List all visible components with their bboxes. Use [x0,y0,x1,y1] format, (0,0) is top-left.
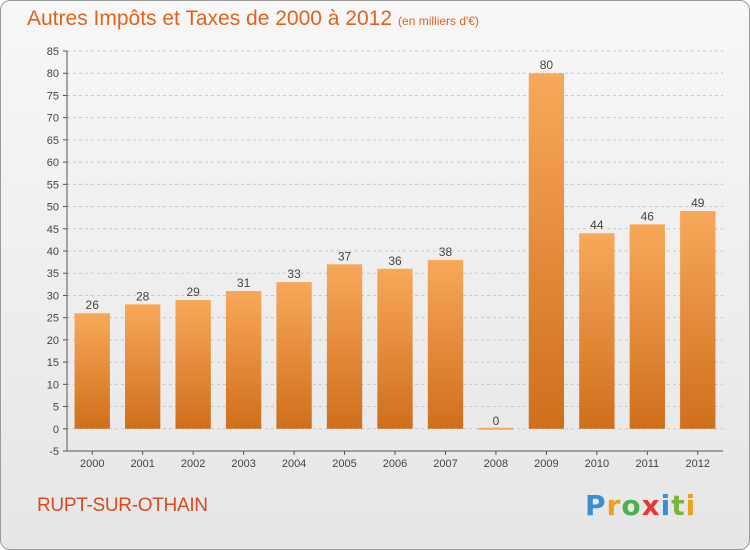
brand-letter: r [606,489,622,522]
data-label: 28 [136,289,150,303]
x-tick-label: 2006 [383,458,407,470]
y-tick-label: -5 [49,446,59,458]
chart-title-text: Autres Impôts et Taxes de 2000 à 2012 [27,7,393,30]
y-tick-label: 80 [47,68,59,80]
y-tick-label: 0 [53,424,59,436]
data-label: 0 [493,414,500,428]
x-tick-label: 2005 [332,458,356,470]
data-label: 26 [86,298,100,312]
data-label: 44 [590,218,604,232]
y-tick-label: 40 [47,246,59,258]
bar-2009 [528,73,565,429]
y-tick-label: 55 [47,179,59,191]
x-tick-label: 2003 [231,458,255,470]
y-tick-label: 60 [47,157,59,169]
bar-2011 [629,224,665,429]
bar-2008 [478,427,514,430]
bar-2010 [579,233,615,429]
bar-2012 [680,211,716,429]
brand-letter: x [641,489,661,522]
data-label: 31 [237,276,251,290]
x-tick-label: 2009 [534,458,558,470]
y-tick-label: 85 [47,46,59,58]
x-tick-label: 2007 [433,458,457,470]
data-label: 36 [388,254,402,268]
y-tick-label: 75 [47,90,59,102]
y-tick-label: 30 [47,290,59,302]
bar-2003 [225,291,262,429]
bar-2007 [427,259,464,429]
data-labels: 26 28 29 31 33 37 36 38 0 80 44 46 49 [86,58,705,428]
y-tick-label: 45 [47,224,59,236]
x-tick-label: 2001 [130,458,154,470]
x-tick-label: 2011 [635,458,659,470]
bar-2000 [74,313,110,429]
x-tick-labels: 2000 2001 2002 2003 2004 2005 2006 2007 2008 2009… [80,458,710,470]
y-tick-label: 20 [47,335,59,347]
chart-subtitle: (en milliers d'€) [398,14,480,28]
y-tick-label: 15 [47,357,59,369]
x-tick-label: 2002 [181,458,205,470]
chart-title: Autres Impôts et Taxes de 2000 à 2012 (en… [27,7,479,31]
data-label: 46 [641,209,655,223]
brand-letter: t [671,489,686,522]
bars [74,73,716,430]
y-tick-labels: -5 0 5 10 15 20 25 30 35 40 45 50 55 60 65 70 75 80 85 [47,46,59,458]
y-tick-label: 50 [47,202,59,214]
x-tick-label: 2000 [80,458,104,470]
x-tick-label: 2004 [282,458,306,470]
proxiti-logo: Proxiti [585,489,696,522]
y-tick-label: 35 [47,268,59,280]
data-label: 38 [439,245,453,259]
bar-2005 [326,264,363,429]
bar-2004 [276,282,312,429]
data-label: 29 [186,285,200,299]
commune-name: RUPT-SUR-OTHAIN [37,495,208,516]
axes [63,50,723,455]
brand-letter: i [685,489,697,522]
y-tick-label: 25 [47,313,59,325]
y-tick-label: 70 [47,113,59,125]
data-label: 49 [691,196,705,210]
brand-letter: P [585,489,607,522]
y-tick-label: 10 [47,379,59,391]
bar-2001 [125,304,161,429]
y-tick-label: 5 [53,402,59,414]
data-label: 37 [338,249,352,263]
brand-letter: o [621,489,642,522]
bar-2006 [377,268,413,429]
bar-2002 [175,299,211,429]
data-label: 80 [540,58,554,72]
x-tick-label: 2010 [585,458,609,470]
x-tick-label: 2012 [686,458,710,470]
brand-letter: i [660,489,672,522]
data-label: 33 [287,267,301,281]
x-tick-label: 2008 [484,458,508,470]
y-tick-label: 65 [47,135,59,147]
